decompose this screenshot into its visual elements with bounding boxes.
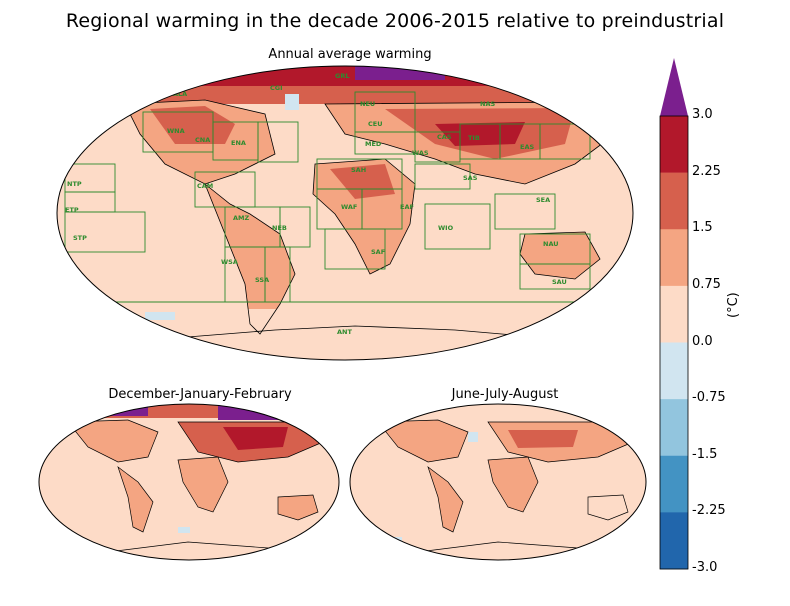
region-label-SEA: SEA bbox=[536, 196, 550, 204]
panel-title-jja: June-July-August bbox=[451, 387, 559, 402]
region-labels: GRL NAS ALA CGI NEU WNA CNA ENA CEU MED … bbox=[65, 72, 567, 336]
region-label-WAF: WAF bbox=[341, 203, 357, 211]
australia-land bbox=[278, 495, 318, 520]
map-border-annual bbox=[56, 65, 634, 361]
colorbar-bin bbox=[660, 229, 688, 287]
region-label-NTP: NTP bbox=[67, 180, 82, 188]
colorbar-tick-label: -1.5 bbox=[692, 446, 718, 462]
south-america-land bbox=[118, 467, 153, 532]
region-label-WSA: WSA bbox=[221, 258, 238, 266]
region-label-CNA: CNA bbox=[195, 136, 210, 144]
siberia-hot-patch bbox=[223, 427, 288, 450]
colorbar-bin bbox=[660, 512, 688, 570]
region-label-SAH: SAH bbox=[351, 166, 366, 174]
region-label-ENA: ENA bbox=[231, 139, 246, 147]
jja-warming-map bbox=[349, 403, 647, 561]
region-label-ALA: ALA bbox=[173, 90, 187, 98]
colorbar-tick-label: 3.0 bbox=[692, 107, 713, 122]
southern-ocean-band bbox=[57, 309, 633, 329]
region-label-EAS: EAS bbox=[520, 143, 534, 151]
south-america-coastline bbox=[204, 182, 296, 335]
colorbar-bin bbox=[660, 455, 688, 513]
central-asia-hot-patch bbox=[435, 122, 525, 146]
north-america-land bbox=[378, 420, 468, 462]
djf-warming-map bbox=[38, 403, 340, 561]
region-label-CEU: CEU bbox=[368, 120, 383, 128]
north-america-coastline bbox=[124, 99, 276, 185]
annual-warming-map: GRL NAS ALA CGI NEU WNA CNA ENA CEU MED … bbox=[56, 65, 634, 361]
north-america-warm-patch bbox=[150, 106, 235, 144]
colorbar-bin bbox=[660, 172, 688, 230]
colorbar-tick-label: -2.25 bbox=[692, 503, 726, 519]
europe-warm-patch bbox=[508, 430, 578, 448]
australia-land bbox=[520, 232, 600, 279]
panel-title-djf: December-January-February bbox=[108, 387, 292, 402]
panel-title-annual: Annual average warming bbox=[268, 47, 432, 62]
region-label-NEB: NEB bbox=[272, 224, 287, 232]
australia-land bbox=[588, 495, 628, 520]
map-border-jja bbox=[349, 403, 647, 561]
colorbar-tick-label: -0.75 bbox=[692, 390, 726, 406]
colorbar-unit-label: (°C) bbox=[726, 292, 741, 318]
sahara-warm-patch bbox=[330, 164, 395, 199]
colorbar-tick-label: -3.0 bbox=[692, 560, 718, 575]
region-label-STP: STP bbox=[73, 234, 87, 242]
region-label-NAU: NAU bbox=[543, 240, 559, 248]
region-label-SSA: SSA bbox=[255, 276, 269, 284]
region-label-ANT: ANT bbox=[337, 328, 352, 336]
antarctica-coastline bbox=[174, 325, 526, 339]
colorbar-tick-label: 0.0 bbox=[692, 333, 713, 349]
colorbar-tick-label: 1.5 bbox=[692, 220, 713, 236]
region-label-WAS: WAS bbox=[412, 149, 429, 157]
colorbar-bin bbox=[660, 399, 688, 457]
region-boxes bbox=[57, 91, 633, 303]
africa-land bbox=[488, 457, 538, 512]
figure-title: Regional warming in the decade 2006-2015… bbox=[65, 10, 725, 32]
cool-patch-atlantic bbox=[285, 94, 299, 110]
region-label-SAF: SAF bbox=[371, 248, 385, 256]
cool-patch bbox=[178, 527, 190, 533]
cool-patch-atlantic bbox=[468, 432, 478, 442]
region-label-SAS: SAS bbox=[463, 174, 478, 182]
africa-land bbox=[178, 457, 228, 512]
map-border-djf bbox=[38, 403, 340, 561]
region-label-NAS: NAS bbox=[480, 100, 495, 108]
region-label-CAS: CAS bbox=[437, 133, 452, 141]
south-america-land bbox=[205, 184, 295, 334]
region-label-WNA: WNA bbox=[167, 127, 185, 135]
colorbar-tick-label: 2.25 bbox=[692, 163, 721, 179]
region-label-NEU: NEU bbox=[360, 100, 375, 108]
region-label-ETP: ETP bbox=[65, 206, 79, 214]
colorbar-bin bbox=[660, 342, 688, 400]
cool-patch-south bbox=[145, 312, 175, 320]
colorbar-tick-label: 0.75 bbox=[692, 276, 721, 292]
region-label-AMZ: AMZ bbox=[233, 214, 249, 222]
region-label-EAF: EAF bbox=[400, 203, 414, 211]
region-label-TIB: TIB bbox=[468, 134, 480, 142]
south-america-land bbox=[428, 467, 463, 532]
colorbar bbox=[659, 58, 689, 570]
colorbar-bins bbox=[660, 116, 688, 570]
region-label-CGI: CGI bbox=[270, 84, 283, 92]
colorbar-bin bbox=[660, 116, 688, 173]
region-label-GRL: GRL bbox=[335, 72, 349, 80]
north-america-land bbox=[68, 420, 158, 462]
region-label-WIO: WIO bbox=[438, 224, 454, 232]
subarctic-band bbox=[95, 86, 595, 104]
colorbar-extend-triangle bbox=[660, 58, 688, 116]
region-label-MED: MED bbox=[365, 140, 382, 148]
region-label-CAM: CAM bbox=[197, 182, 213, 190]
colorbar-frame bbox=[659, 115, 689, 570]
colorbar-bin bbox=[660, 285, 688, 343]
region-label-SAU: SAU bbox=[552, 278, 567, 286]
